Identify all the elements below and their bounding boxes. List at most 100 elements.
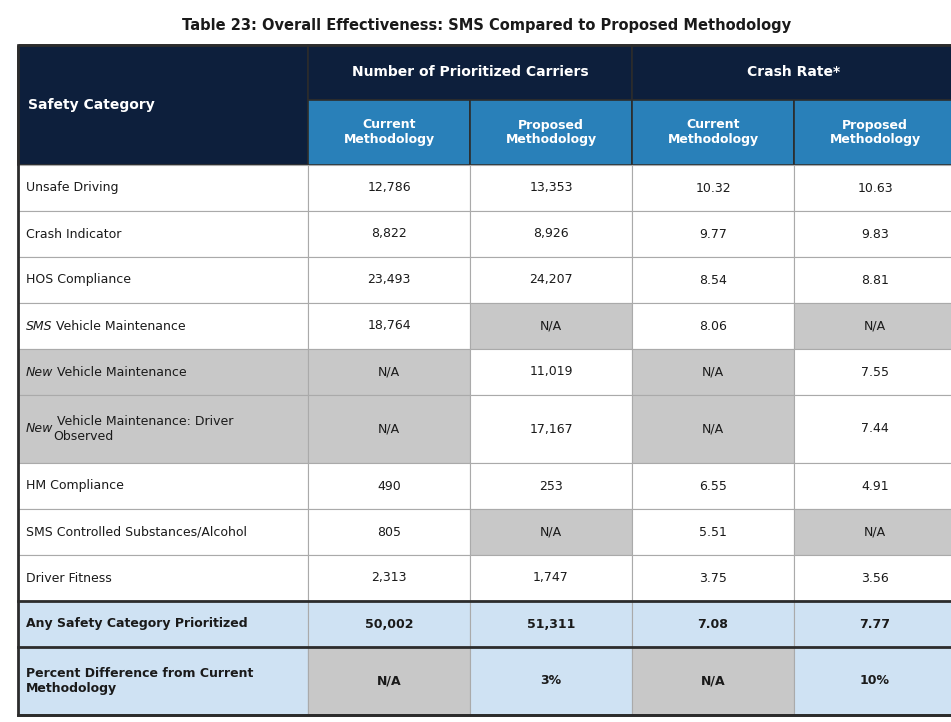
Text: New: New <box>26 422 53 435</box>
Text: 8.81: 8.81 <box>861 274 889 287</box>
Bar <box>794 601 951 647</box>
Text: 1,747: 1,747 <box>534 572 569 585</box>
Text: N/A: N/A <box>864 320 886 333</box>
Text: 2,313: 2,313 <box>371 572 407 585</box>
Bar <box>794 509 951 555</box>
Bar <box>470 100 632 165</box>
Bar <box>18 211 308 257</box>
Text: 4.91: 4.91 <box>862 479 889 492</box>
Bar <box>794 257 951 303</box>
Bar <box>308 601 470 647</box>
Bar <box>308 45 632 100</box>
Text: Proposed
Methodology: Proposed Methodology <box>505 118 596 147</box>
Bar <box>470 257 632 303</box>
Text: 253: 253 <box>539 479 563 492</box>
Bar <box>308 509 470 555</box>
Text: Current
Methodology: Current Methodology <box>668 118 759 147</box>
Text: SMS Controlled Substances/Alcohol: SMS Controlled Substances/Alcohol <box>26 526 247 539</box>
Bar <box>18 509 308 555</box>
Text: HM Compliance: HM Compliance <box>26 479 124 492</box>
Text: 7.55: 7.55 <box>861 365 889 378</box>
Text: N/A: N/A <box>378 422 400 435</box>
Text: 5.51: 5.51 <box>699 526 727 539</box>
Bar <box>18 395 308 463</box>
Bar <box>632 509 794 555</box>
Text: 3%: 3% <box>540 674 561 687</box>
Text: Vehicle Maintenance: Driver
Observed: Vehicle Maintenance: Driver Observed <box>53 415 234 443</box>
Bar <box>794 555 951 601</box>
Bar <box>470 211 632 257</box>
Text: New: New <box>26 365 53 378</box>
Bar <box>308 303 470 349</box>
Text: Crash Indicator: Crash Indicator <box>26 227 122 240</box>
Bar <box>470 509 632 555</box>
Bar <box>470 395 632 463</box>
Text: Percent Difference from Current
Methodology: Percent Difference from Current Methodol… <box>26 667 253 695</box>
Text: 9.83: 9.83 <box>861 227 889 240</box>
Bar <box>308 100 470 165</box>
Text: 10.32: 10.32 <box>695 181 730 194</box>
Bar <box>18 303 308 349</box>
Text: N/A: N/A <box>540 526 562 539</box>
Text: 6.55: 6.55 <box>699 479 727 492</box>
Bar <box>632 395 794 463</box>
Bar <box>18 257 308 303</box>
Bar <box>794 395 951 463</box>
Bar <box>308 257 470 303</box>
Text: SMS: SMS <box>26 320 52 333</box>
Text: Driver Fitness: Driver Fitness <box>26 572 112 585</box>
Text: Vehicle Maintenance: Vehicle Maintenance <box>52 320 186 333</box>
Text: 490: 490 <box>378 479 401 492</box>
Bar <box>470 555 632 601</box>
Bar <box>18 463 308 509</box>
Text: N/A: N/A <box>702 365 724 378</box>
Text: Vehicle Maintenance: Vehicle Maintenance <box>53 365 187 378</box>
Bar <box>308 463 470 509</box>
Bar <box>470 349 632 395</box>
Bar <box>470 463 632 509</box>
Bar <box>794 647 951 715</box>
Text: 7.08: 7.08 <box>698 617 728 630</box>
Text: Current
Methodology: Current Methodology <box>343 118 435 147</box>
Bar <box>632 165 794 211</box>
Bar <box>632 211 794 257</box>
Bar <box>18 555 308 601</box>
Bar <box>18 165 308 211</box>
Bar <box>18 45 308 165</box>
Text: 18,764: 18,764 <box>367 320 411 333</box>
Text: Safety Category: Safety Category <box>28 98 155 112</box>
Text: Any Safety Category Prioritized: Any Safety Category Prioritized <box>26 617 247 630</box>
Text: 8,926: 8,926 <box>534 227 569 240</box>
Bar <box>632 100 794 165</box>
Text: Unsafe Driving: Unsafe Driving <box>26 181 119 194</box>
Bar <box>794 463 951 509</box>
Bar <box>308 165 470 211</box>
Text: Table 23: Overall Effectiveness: SMS Compared to Proposed Methodology: Table 23: Overall Effectiveness: SMS Com… <box>183 18 791 33</box>
Bar <box>794 100 951 165</box>
Bar <box>632 257 794 303</box>
Bar <box>632 647 794 715</box>
Text: 3.56: 3.56 <box>861 572 889 585</box>
Bar <box>632 303 794 349</box>
Bar <box>18 349 308 395</box>
Bar <box>308 211 470 257</box>
Bar <box>632 601 794 647</box>
Text: 7.77: 7.77 <box>860 617 890 630</box>
Text: 12,786: 12,786 <box>367 181 411 194</box>
Text: 17,167: 17,167 <box>529 422 573 435</box>
Text: N/A: N/A <box>377 674 401 687</box>
Text: 8,822: 8,822 <box>371 227 407 240</box>
Text: 23,493: 23,493 <box>367 274 411 287</box>
Bar <box>632 463 794 509</box>
Text: N/A: N/A <box>701 674 726 687</box>
Bar <box>794 211 951 257</box>
Bar <box>632 647 794 715</box>
Text: 13,353: 13,353 <box>530 181 573 194</box>
Bar <box>470 647 632 715</box>
Bar <box>632 555 794 601</box>
Bar <box>794 647 951 715</box>
Bar <box>470 647 632 715</box>
Bar <box>794 349 951 395</box>
Bar <box>632 349 794 395</box>
Bar <box>308 647 470 715</box>
